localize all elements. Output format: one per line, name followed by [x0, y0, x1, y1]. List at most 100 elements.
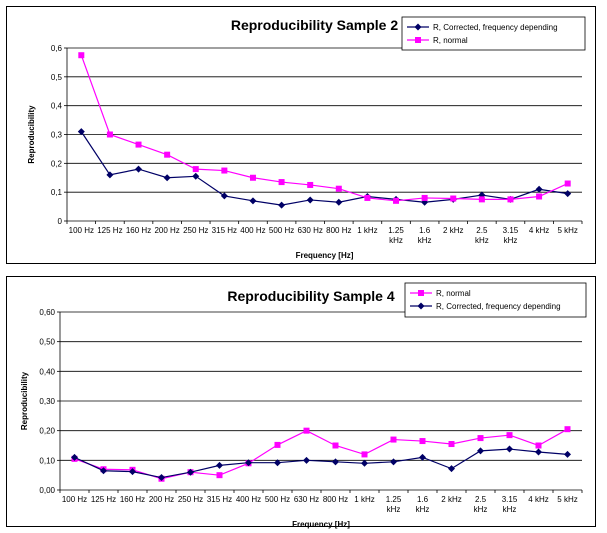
- data-point: [507, 196, 514, 203]
- data-point: [361, 459, 368, 467]
- data-point: [364, 194, 371, 201]
- data-point: [535, 448, 542, 456]
- data-point: [419, 438, 426, 445]
- y-tick-label: 0,6: [51, 44, 63, 53]
- x-tick-label: 125 Hz: [91, 495, 116, 504]
- x-tick-label: 1 kHz: [354, 495, 374, 504]
- x-tick-label: 630 Hz: [298, 226, 323, 235]
- x-tick-label: 2 kHz: [441, 495, 461, 504]
- chart-panel-sample-2: Reproducibility Sample 2 0 0,1 0,2 0,3 0,4 0,5…: [6, 6, 596, 264]
- x-tick-label: 250 Hz: [183, 226, 208, 235]
- data-point: [332, 458, 339, 466]
- x-axis-label: Frequency [Hz]: [296, 251, 354, 260]
- data-point: [249, 174, 256, 181]
- data-point: [158, 474, 165, 482]
- y-tick-label: 0,30: [39, 397, 55, 406]
- series-r-corrected: [77, 128, 572, 209]
- data-point: [135, 165, 143, 173]
- y-axis-label: Reproducibility: [27, 105, 36, 164]
- x-tick-label: 100 Hz: [62, 495, 87, 504]
- x-tick-label: 200 Hz: [154, 226, 179, 235]
- y-tick-label: 0: [58, 217, 63, 226]
- legend-entry: R, Corrected, frequency depending: [433, 23, 558, 32]
- x-tick-label: 1.25 kHz: [386, 495, 402, 514]
- x-tick-label: 400 Hz: [240, 226, 265, 235]
- data-point: [187, 468, 194, 476]
- x-tick-label: 2.5 kHz: [475, 226, 489, 245]
- data-point: [192, 166, 199, 173]
- data-point: [216, 472, 223, 479]
- y-tick-label: 0,4: [51, 102, 63, 111]
- data-point: [393, 197, 400, 204]
- x-tick-label: 125 Hz: [97, 226, 122, 235]
- x-tick-label: 250 Hz: [178, 495, 203, 504]
- data-point: [77, 128, 85, 136]
- data-point: [477, 447, 484, 455]
- chart-sample-4: Reproducibility Sample 4 0,00 0,10 0,20 0,30…: [20, 282, 587, 529]
- legend-box: [401, 16, 586, 51]
- series-r-normal: [78, 52, 571, 204]
- data-point: [216, 461, 223, 469]
- data-point: [100, 467, 107, 475]
- data-point: [307, 181, 314, 188]
- data-point: [506, 445, 513, 453]
- series-line: [74, 448, 568, 479]
- legend-swatch-marker: [414, 23, 422, 31]
- x-tick-label: 5 kHz: [557, 495, 577, 504]
- y-tick-label: 0,2: [51, 159, 63, 168]
- legend-box: [404, 282, 587, 318]
- x-tick-label: 800 Hz: [323, 495, 348, 504]
- data-point: [421, 194, 428, 201]
- x-tick-label: 200 Hz: [149, 495, 174, 504]
- data-point: [506, 432, 513, 439]
- y-tick-label: 0,1: [51, 188, 63, 197]
- x-tick-label: 1 kHz: [357, 226, 377, 235]
- x-tick-label: 160 Hz: [126, 226, 151, 235]
- data-point: [249, 197, 257, 205]
- legend-entry: R, normal: [433, 36, 468, 45]
- data-point: [192, 172, 200, 180]
- data-point: [564, 180, 571, 187]
- data-point: [129, 468, 136, 476]
- x-tick-label: 800 Hz: [326, 226, 351, 235]
- legend-entry: R, Corrected, frequency depending: [436, 302, 561, 311]
- data-point: [536, 193, 543, 200]
- data-point: [478, 196, 485, 203]
- x-tick-label: 315 Hz: [212, 226, 237, 235]
- y-tick-label: 0,50: [39, 338, 55, 347]
- data-point: [106, 131, 113, 138]
- x-tick-label: 500 Hz: [269, 226, 294, 235]
- data-point: [164, 151, 171, 158]
- chart-sample-2: Reproducibility Sample 2 0 0,1 0,2 0,3 0,4 0,5…: [27, 16, 586, 260]
- data-point: [71, 453, 78, 461]
- y-tick-label: 0,40: [39, 367, 55, 376]
- legend: R, normal R, Corrected, frequency dependi…: [404, 282, 587, 318]
- data-point: [332, 442, 339, 449]
- data-point: [335, 185, 342, 192]
- x-tick-label: 1.6 kHz: [416, 495, 430, 514]
- series-r-corrected: [71, 445, 571, 482]
- data-point: [245, 459, 252, 467]
- data-point: [477, 435, 484, 442]
- series-line: [80, 131, 568, 206]
- data-point: [106, 171, 114, 179]
- data-point: [564, 450, 571, 458]
- y-tick-label: 0,00: [39, 486, 55, 495]
- data-point: [306, 196, 314, 204]
- data-point: [303, 456, 310, 464]
- legend-swatch-marker: [417, 302, 425, 310]
- data-point: [535, 442, 542, 449]
- data-point: [278, 179, 285, 186]
- x-axis-label: Frequency [Hz]: [292, 520, 350, 529]
- data-point: [564, 426, 571, 433]
- series-line: [74, 428, 568, 480]
- y-tick-label: 0,5: [51, 73, 63, 82]
- legend-swatch-marker: [418, 290, 424, 296]
- data-point: [390, 458, 397, 466]
- data-point: [274, 459, 281, 467]
- y-tick-label: 0,3: [51, 131, 63, 140]
- x-tick-label: 100 Hz: [69, 226, 94, 235]
- x-tick-label: 160 Hz: [120, 495, 145, 504]
- series-r-normal: [71, 426, 571, 482]
- legend: R, Corrected, frequency depending R, norm…: [401, 16, 586, 51]
